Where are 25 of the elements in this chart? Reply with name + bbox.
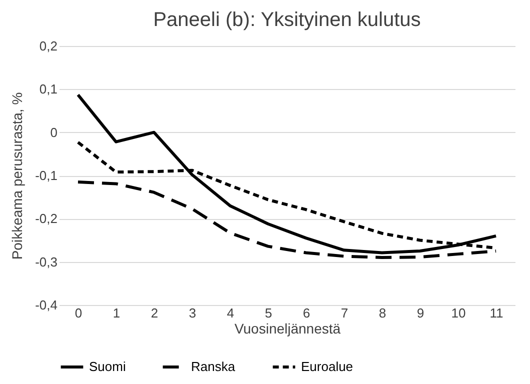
- chart-title: Paneeli (b): Yksityinen kulutus: [153, 9, 421, 31]
- x-tick-label: 5: [264, 306, 272, 320]
- x-tick-label: 9: [416, 306, 424, 320]
- y-tick-label: -0,3: [35, 254, 58, 270]
- legend-label: Suomi: [89, 359, 126, 374]
- x-tick-label: 10: [451, 306, 466, 320]
- x-tick-label: 4: [226, 306, 234, 320]
- y-tick-label: 0,1: [39, 82, 58, 97]
- y-tick-label: -0,1: [35, 168, 58, 183]
- legend-label: Ranska: [191, 359, 236, 374]
- x-tick-label: 0: [74, 306, 82, 320]
- y-tick-label: 0: [50, 124, 58, 140]
- x-tick-label: 1: [112, 306, 120, 320]
- y-tick-label: -0,4: [35, 298, 58, 312]
- legend-label: Euroalue: [301, 359, 354, 374]
- x-tick-label: 8: [378, 306, 386, 320]
- y-tick-label: -0,2: [35, 211, 58, 226]
- x-tick-label: 2: [150, 306, 158, 320]
- x-tick-label: 7: [340, 306, 348, 320]
- x-axis-title: Vuosineljännestä: [234, 320, 341, 336]
- x-tick-label: 11: [490, 306, 504, 320]
- y-axis-title: Poikkeama perusurasta, %: [9, 92, 26, 260]
- x-tick-label: 6: [302, 306, 310, 320]
- x-tick-label: 3: [188, 306, 196, 320]
- y-tick-label: 0,2: [39, 38, 58, 54]
